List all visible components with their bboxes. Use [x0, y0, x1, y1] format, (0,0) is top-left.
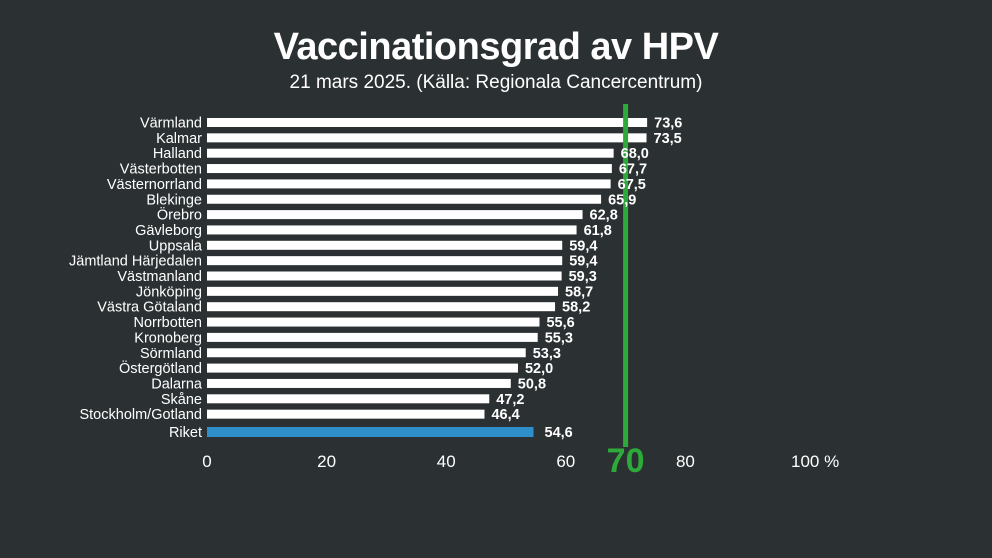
bar-vasternorrland: [207, 179, 611, 189]
category-label-dalarna: Dalarna: [151, 376, 203, 392]
x-tick-label-40: 40: [437, 452, 456, 471]
category-label-sormland: Sörmland: [140, 346, 202, 362]
category-label-vasterbotten: Västerbotten: [120, 162, 202, 178]
value-label-jonkoping: 58,7: [565, 284, 593, 300]
category-label-vastmanland: Västmanland: [117, 269, 202, 285]
bar-norrbotten: [207, 317, 540, 327]
bar-blekinge: [207, 194, 602, 204]
category-label-kronoberg: Kronoberg: [134, 330, 202, 346]
bar-uppsala: [207, 240, 563, 250]
bar-kronoberg: [207, 332, 538, 342]
value-label-orebro: 62,8: [590, 208, 618, 224]
value-label-stockholm-gotland: 46,4: [491, 407, 519, 423]
x-tick-label-100: 100 %: [791, 452, 839, 471]
chart-subtitle: 21 mars 2025. (Källa: Regionala Cancerce…: [289, 72, 703, 93]
reference-line-label: 70: [607, 442, 645, 480]
x-tick-label-0: 0: [202, 452, 211, 471]
value-label-vasternorrland: 67,5: [618, 177, 646, 193]
bar-vastmanland: [207, 271, 562, 281]
category-label-skane: Skåne: [161, 392, 202, 408]
value-label-vastmanland: 59,3: [569, 269, 597, 285]
value-label-vasterbotten: 67,7: [619, 162, 647, 178]
bar-jonkoping: [207, 286, 559, 296]
value-label-blekinge: 65,9: [608, 192, 636, 208]
value-label-halland: 68,0: [621, 146, 649, 162]
category-label-uppsala: Uppsala: [149, 238, 203, 254]
value-label-ostergotland: 52,0: [525, 361, 553, 377]
category-label-kalmar: Kalmar: [156, 131, 202, 147]
chart-title: Vaccinationsgrad av HPV: [273, 26, 719, 68]
bar-vastra-gotaland: [207, 302, 556, 312]
category-label-varmland: Värmland: [140, 116, 202, 132]
reference-line-layer: [623, 104, 629, 447]
reference-line: [623, 104, 629, 447]
bar-dalarna: [207, 378, 511, 388]
labels-layer: Värmland 73,6 Kalmar 73,5 Halland 68,0 Västerb…: [69, 116, 682, 442]
value-label-dalarna: 50,8: [518, 376, 546, 392]
category-label-halland: Halland: [153, 146, 202, 162]
value-label-kronoberg: 55,3: [545, 330, 573, 346]
x-axis: 70 0 20 40 60 80 100 %: [202, 442, 839, 480]
value-label-norrbotten: 55,6: [546, 315, 574, 331]
bar-jamtland-harjedalen: [207, 256, 563, 266]
bar-kalmar: [207, 133, 647, 143]
category-label-jonkoping: Jönköping: [136, 284, 202, 300]
value-label-gavleborg: 61,8: [584, 223, 612, 239]
bar-halland: [207, 148, 614, 158]
value-label-uppsala: 59,4: [569, 238, 597, 254]
bar-stockholm-gotland: [207, 409, 485, 419]
value-label-sormland: 53,3: [533, 346, 561, 362]
bar-sormland: [207, 348, 526, 358]
category-label-norrbotten: Norrbotten: [133, 315, 202, 331]
x-tick-label-60: 60: [556, 452, 575, 471]
bars-layer: [207, 118, 648, 437]
bar-ostergotland: [207, 363, 518, 373]
value-label-skane: 47,2: [496, 392, 524, 408]
bar-vasterbotten: [207, 164, 612, 174]
bar-riket: [207, 427, 534, 437]
category-label-orebro: Örebro: [157, 206, 202, 224]
bar-orebro: [207, 210, 583, 220]
value-label-varmland: 73,6: [654, 116, 682, 132]
value-label-kalmar: 73,5: [654, 131, 682, 147]
category-label-blekinge: Blekinge: [146, 192, 202, 208]
category-label-jamtland-harjedalen: Jämtland Härjedalen: [69, 254, 202, 270]
category-label-ostergotland: Östergötland: [119, 359, 202, 377]
bar-gavleborg: [207, 225, 577, 235]
category-label-vastra-gotaland: Västra Götaland: [97, 300, 202, 316]
value-label-jamtland-harjedalen: 59,4: [569, 254, 597, 270]
category-label-riket: Riket: [169, 425, 202, 441]
x-tick-label-80: 80: [676, 452, 695, 471]
bar-varmland: [207, 118, 648, 127]
category-label-stockholm-gotland: Stockholm/Gotland: [79, 407, 202, 423]
bar-skane: [207, 394, 490, 404]
value-label-vastra-gotaland: 58,2: [562, 300, 590, 316]
category-label-vasternorrland: Västernorrland: [107, 177, 202, 193]
category-label-gavleborg: Gävleborg: [135, 223, 202, 239]
value-label-riket: 54,6: [545, 425, 573, 441]
x-tick-label-20: 20: [317, 452, 336, 471]
